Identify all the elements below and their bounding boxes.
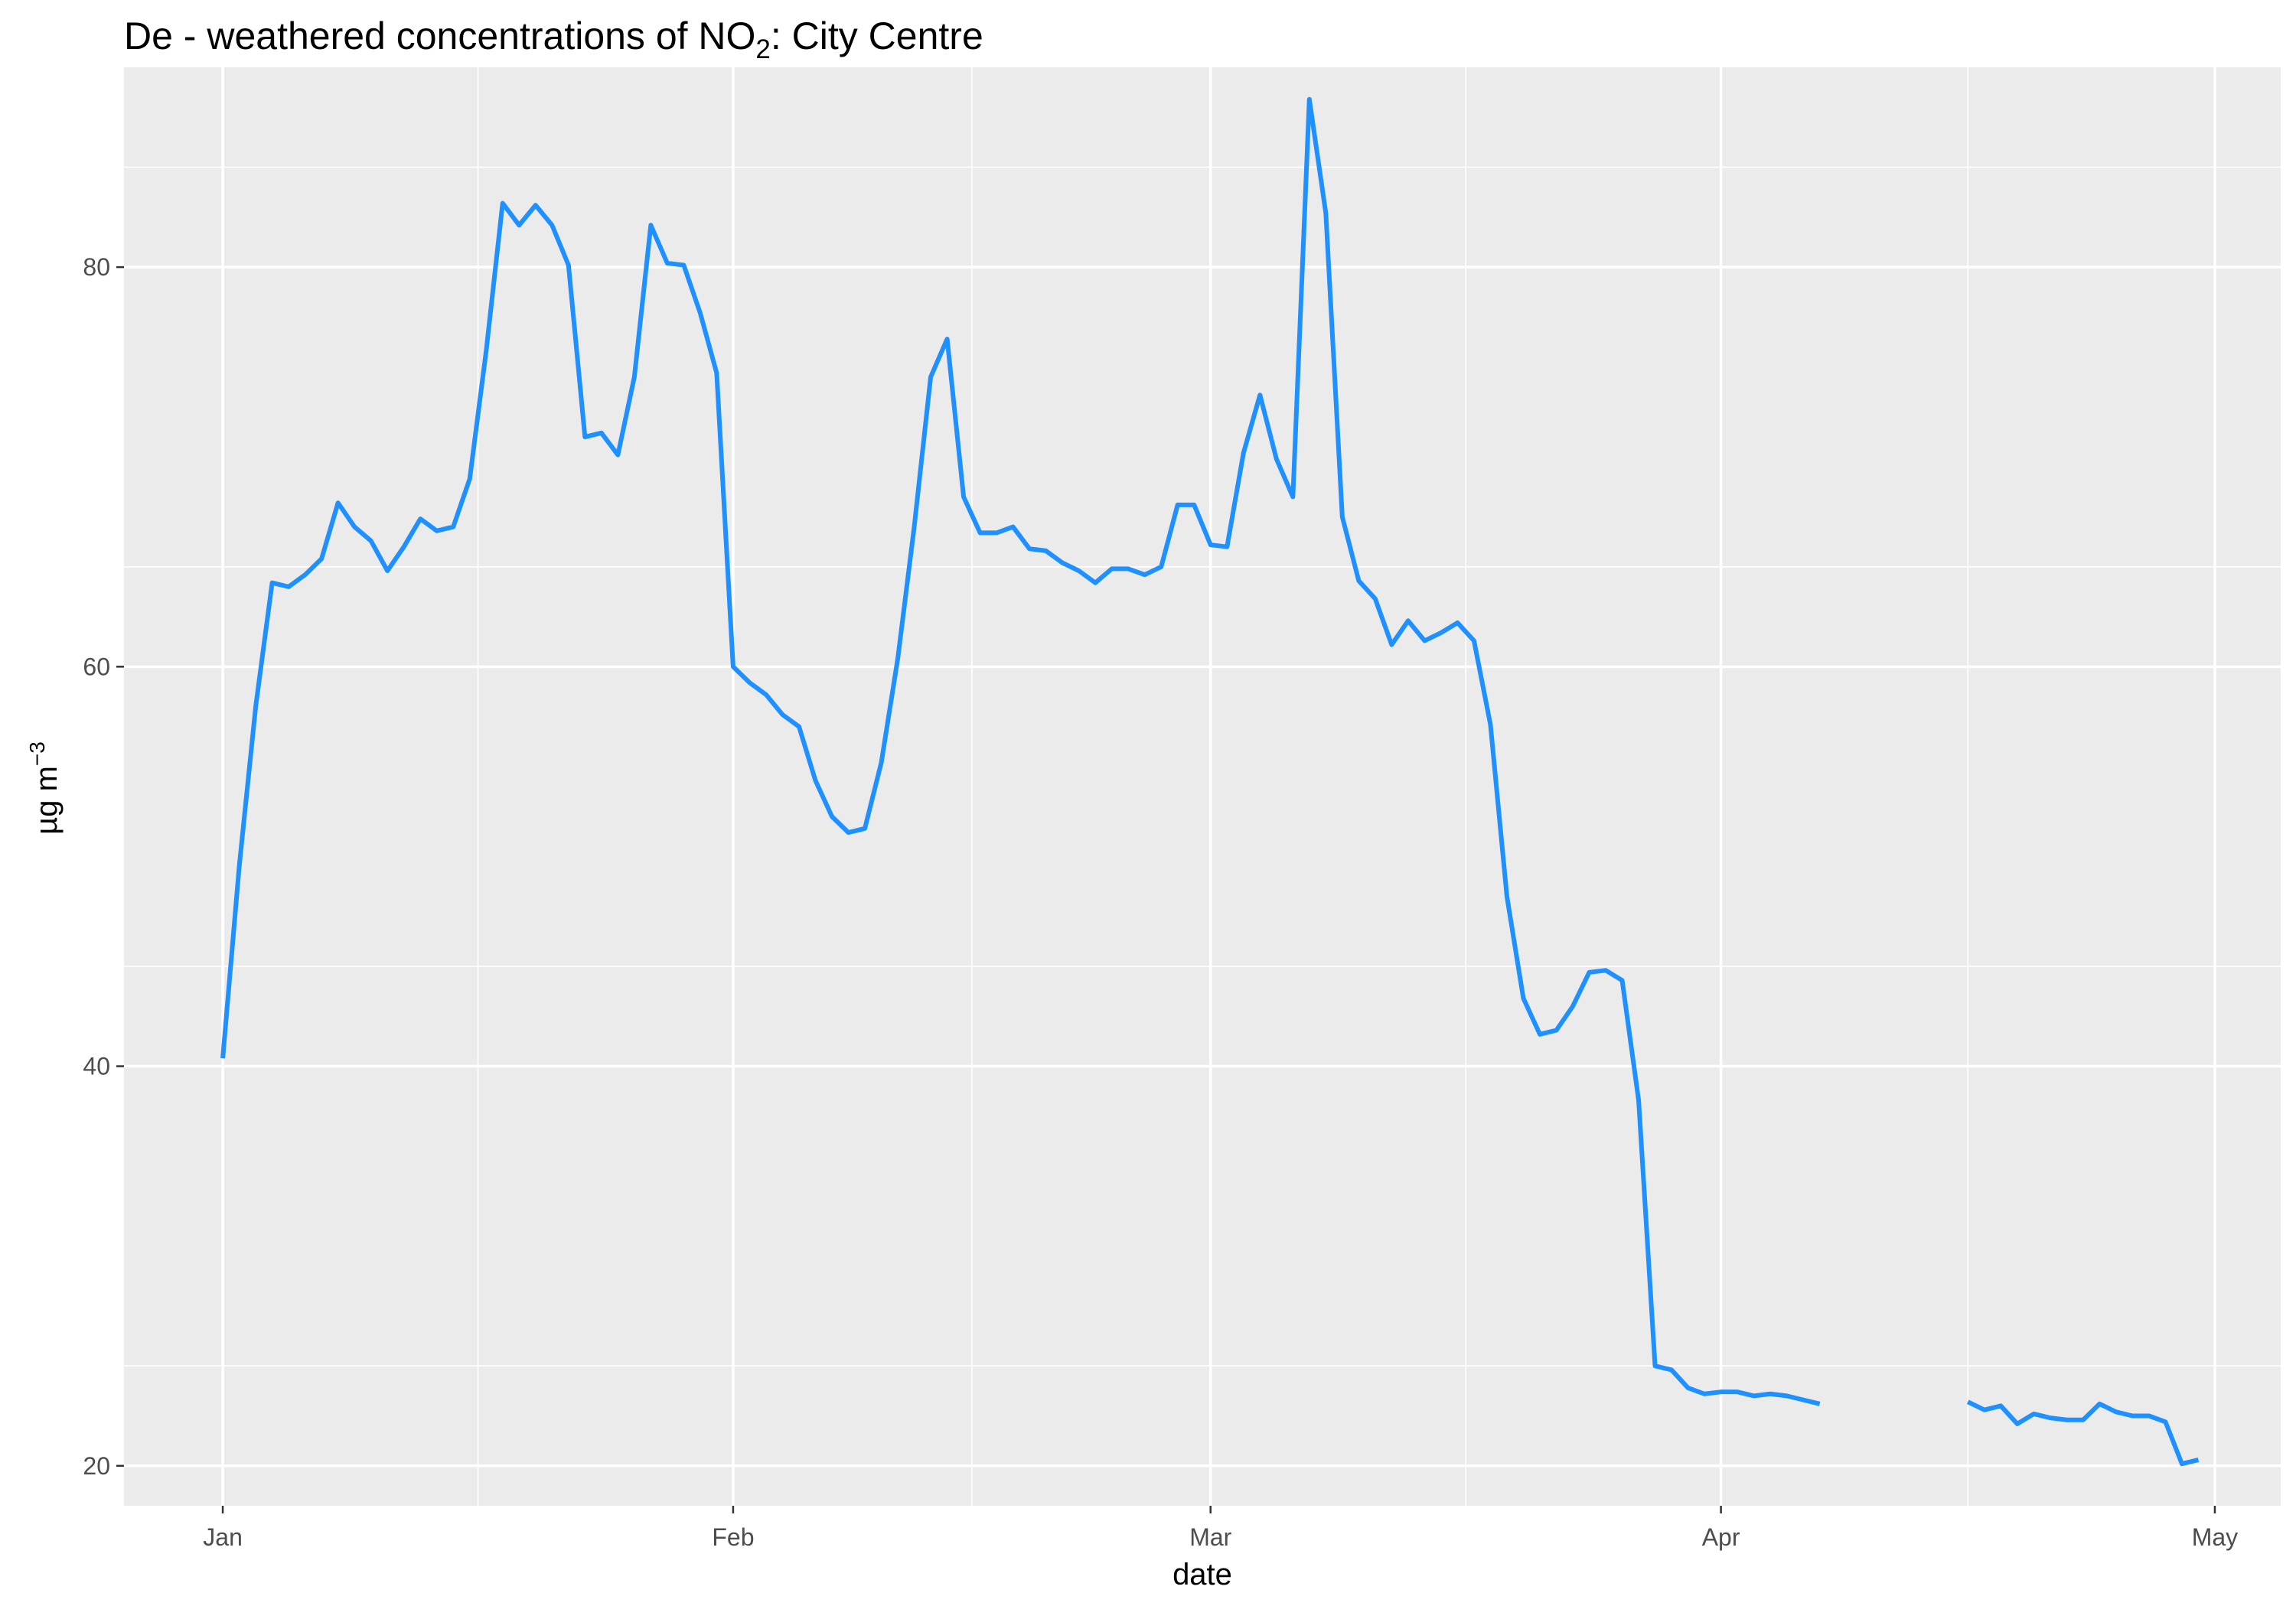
x-tick-label: Feb — [712, 1523, 754, 1551]
y-axis-tick-labels: 20 40 60 80 — [83, 253, 110, 1480]
chart-title-main: De - weathered concentrations of NO — [124, 15, 755, 57]
y-tick-label: 80 — [83, 253, 110, 281]
chart-title-subscript: 2 — [755, 34, 770, 64]
series-lines — [220, 96, 2200, 1467]
no2-series-line — [1966, 1399, 2200, 1467]
axis-ticks — [116, 265, 2216, 1513]
y-tick-label: 20 — [83, 1452, 110, 1480]
x-axis-title: date — [1172, 1558, 1232, 1591]
x-axis-tick-labels: Jan Feb Mar Apr May — [203, 1523, 2238, 1551]
y-axis-title-main: µg m — [30, 766, 64, 835]
y-tick-label: 40 — [83, 1053, 110, 1080]
x-tick-label: Mar — [1189, 1523, 1231, 1551]
x-tick-label: May — [2192, 1523, 2238, 1551]
grid-lines — [124, 67, 2281, 1506]
chart-title: De - weathered concentrations of NO2: Ci… — [124, 15, 983, 64]
plot-panel — [124, 67, 2281, 1506]
x-tick-label: Jan — [203, 1523, 243, 1551]
y-axis-title-superscript: −3 — [25, 741, 49, 766]
y-tick-label: 60 — [83, 653, 110, 680]
no2-series-line — [220, 96, 1821, 1406]
chart-title-suffix: : City Centre — [771, 15, 983, 57]
x-tick-label: Apr — [1702, 1523, 1740, 1551]
y-axis-title: µg m−3 — [25, 741, 64, 835]
